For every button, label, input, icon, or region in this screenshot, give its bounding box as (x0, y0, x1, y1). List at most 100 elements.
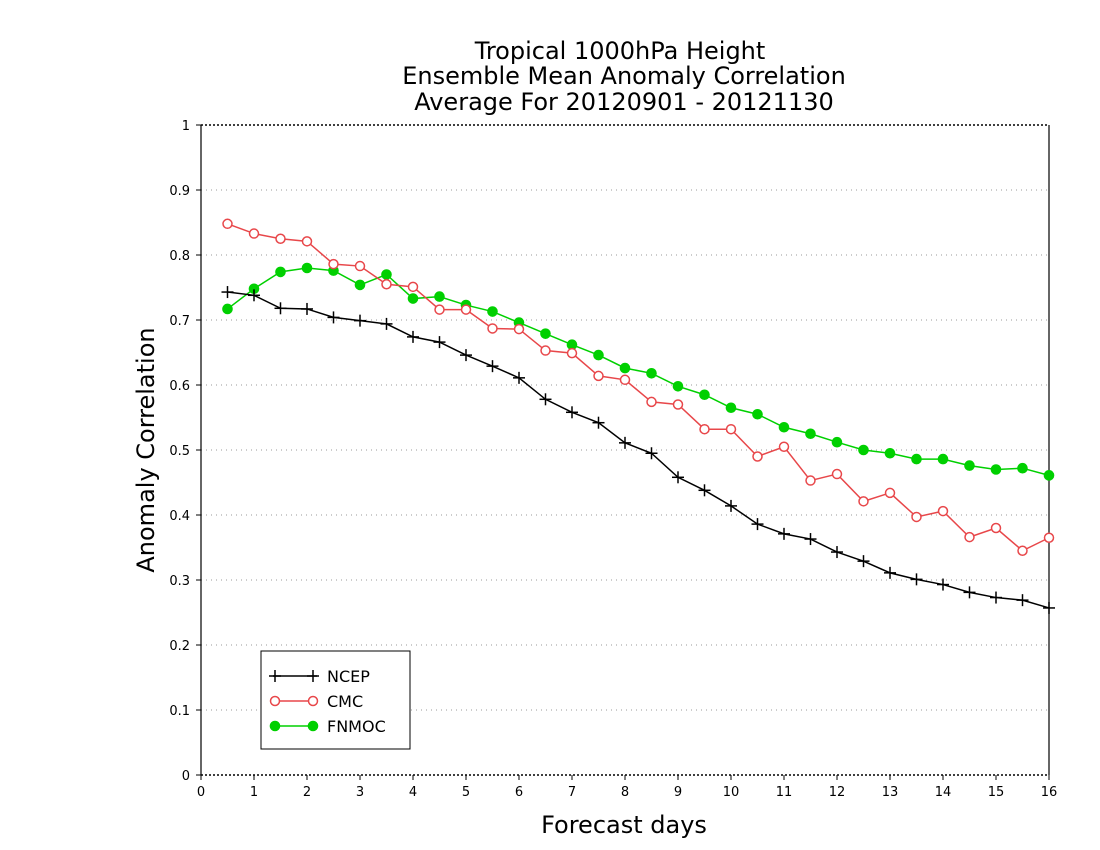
data-point-fnmoc (699, 389, 710, 401)
legend-label: FNMOC (327, 717, 386, 736)
x-tick-label: 6 (515, 785, 523, 800)
y-tick-label: 0.8 (169, 249, 190, 264)
data-point-cmc (248, 228, 260, 239)
data-point-ncep (301, 302, 313, 315)
legend-marker (269, 670, 281, 682)
data-point-fnmoc (831, 436, 843, 448)
x-tick-label: 10 (723, 785, 740, 800)
data-point-fnmoc (672, 381, 684, 392)
x-tick-label: 16 (1041, 785, 1058, 800)
data-point-ncep (725, 499, 737, 512)
data-point-cmc (487, 323, 498, 334)
data-point-cmc (593, 370, 604, 382)
chart-title: Tropical 1000hPa Height Ensemble Mean An… (402, 37, 846, 116)
legend-marker (307, 695, 319, 707)
data-point-fnmoc (1017, 462, 1028, 474)
y-tick-label: 0.1 (169, 704, 190, 719)
data-point-fnmoc (222, 303, 233, 315)
x-tick-label: 8 (621, 785, 629, 800)
legend: NCEP CMC FNMOC (260, 650, 411, 750)
data-point-cmc (884, 487, 896, 499)
data-point-cmc (937, 505, 949, 517)
chart-title-line-3: Average For 20120901 - 20121130 (414, 88, 834, 116)
data-point-ncep (274, 302, 287, 315)
data-point-fnmoc (805, 428, 816, 440)
data-point-fnmoc (964, 460, 975, 471)
data-point-fnmoc (646, 368, 657, 379)
data-point-cmc (964, 531, 975, 543)
data-point-cmc (672, 399, 684, 410)
data-point-ncep (857, 555, 870, 568)
data-point-fnmoc (301, 262, 313, 274)
data-point-cmc (328, 258, 339, 270)
chart-title-line-1: Tropical 1000hPa Height (474, 37, 766, 65)
data-point-ncep (1043, 601, 1055, 614)
data-point-cmc (990, 522, 1002, 534)
legend-marker (307, 670, 319, 682)
legend-marker (307, 720, 319, 732)
y-tick-label: 0.9 (169, 184, 190, 199)
data-point-ncep (804, 533, 817, 546)
data-point-ncep (513, 371, 525, 384)
data-series (221, 218, 1055, 614)
x-axis-label: Forecast days (541, 811, 707, 839)
x-tick-label: 4 (409, 785, 417, 800)
data-point-cmc (407, 281, 419, 293)
y-tick-label: 1 (182, 119, 190, 134)
series-fnmoc (222, 262, 1055, 481)
data-point-ncep (672, 471, 684, 484)
y-tick-label: 0.2 (169, 639, 190, 654)
data-point-cmc (301, 236, 313, 247)
x-tick-label: 11 (776, 785, 793, 800)
series-ncep (221, 286, 1055, 614)
x-tick-label: 1 (250, 785, 258, 800)
data-point-fnmoc (725, 402, 737, 414)
data-point-cmc (275, 233, 286, 244)
data-point-fnmoc (434, 291, 445, 302)
grid-lines (201, 189, 1049, 711)
data-point-ncep (619, 436, 631, 449)
data-point-fnmoc (407, 293, 419, 304)
data-point-cmc (540, 345, 551, 356)
data-point-cmc (434, 304, 445, 315)
data-point-cmc (858, 496, 869, 507)
data-point-ncep (566, 406, 578, 419)
data-point-fnmoc (752, 408, 763, 420)
data-point-ncep (433, 336, 446, 349)
data-point-fnmoc (937, 453, 949, 465)
x-tick-label: 13 (882, 785, 899, 800)
data-point-cmc (381, 279, 392, 290)
data-point-ncep (937, 578, 949, 591)
legend-label: NCEP (327, 667, 370, 686)
data-point-fnmoc (487, 306, 498, 317)
series-line-ncep (227, 291, 1050, 609)
data-point-fnmoc (593, 349, 604, 361)
data-point-ncep (592, 416, 605, 429)
x-tick-label: 2 (303, 785, 311, 800)
data-point-cmc (831, 468, 843, 480)
y-tick-label: 0.7 (169, 314, 190, 329)
y-tick-label: 0.4 (169, 509, 190, 524)
legend-entry-fnmoc: FNMOC (269, 717, 386, 736)
data-point-ncep (910, 573, 923, 586)
data-point-fnmoc (1043, 470, 1055, 481)
data-point-fnmoc (619, 362, 631, 374)
legend-label: CMC (327, 692, 363, 711)
data-point-cmc (222, 218, 233, 230)
data-point-ncep (354, 314, 366, 327)
data-point-fnmoc (858, 444, 869, 456)
data-point-ncep (778, 527, 790, 540)
x-tick-label: 5 (462, 785, 470, 800)
data-point-ncep (327, 311, 340, 324)
series-line-cmc (227, 223, 1050, 552)
y-axis-ticks: 0 0.1 0.2 0.3 0.4 0.5 0.6 0.7 0.8 0.9 1 (169, 119, 201, 784)
data-point-ncep (698, 484, 711, 497)
data-point-cmc (778, 441, 790, 452)
y-tick-label: 0 (182, 769, 190, 784)
data-point-ncep (884, 566, 896, 579)
data-point-ncep (990, 591, 1002, 604)
x-tick-label: 7 (568, 785, 576, 800)
legend-entry-cmc: CMC (269, 692, 363, 711)
data-point-cmc (1017, 545, 1028, 556)
data-point-ncep (460, 349, 472, 362)
